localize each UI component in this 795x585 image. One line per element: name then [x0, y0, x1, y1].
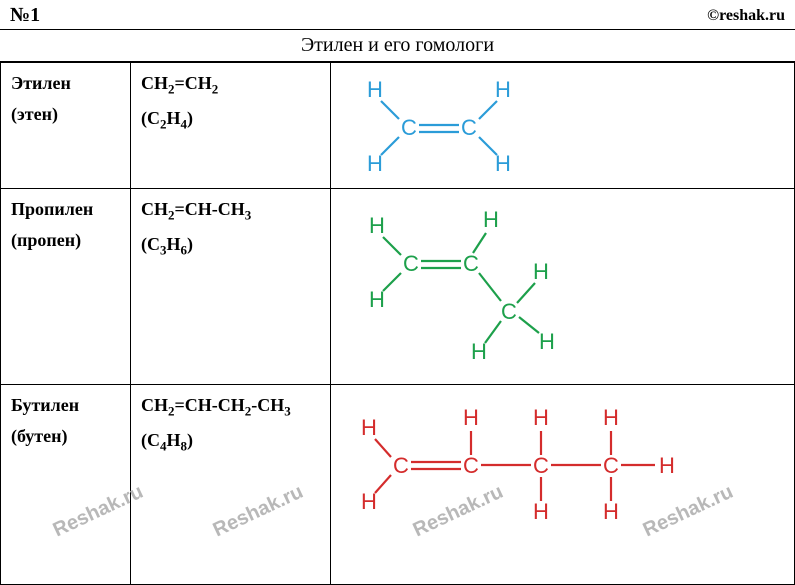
svg-text:H: H [483, 207, 499, 232]
compound-alt-name: (бутен) [11, 426, 120, 447]
propylene-diagram: C C H H H C H H H [341, 199, 601, 374]
structural-formula: CH2=CH-CH2-CH3 [141, 395, 320, 420]
formula-cell: CH2=CH-CH3 (C3H6) [131, 189, 331, 385]
diagram-cell: C C H H H C H H H [331, 189, 795, 385]
molecular-formula: (C3H6) [141, 234, 320, 259]
homolog-table: Этилен (этен) CH2=CH2 (C2H4) C C H H H [0, 62, 795, 585]
svg-text:H: H [539, 329, 555, 354]
svg-text:H: H [361, 415, 377, 440]
svg-text:H: H [369, 287, 385, 312]
svg-text:H: H [533, 405, 549, 430]
svg-text:C: C [461, 115, 477, 140]
svg-text:C: C [533, 453, 549, 478]
compound-name-cell: Этилен (этен) [1, 63, 131, 189]
svg-text:H: H [367, 151, 383, 176]
svg-text:H: H [361, 489, 377, 514]
svg-text:C: C [603, 453, 619, 478]
compound-alt-name: (этен) [11, 104, 120, 125]
compound-name-cell: Бутилен (бутен) [1, 385, 131, 585]
structural-formula: CH2=CH-CH3 [141, 199, 320, 224]
compound-name-cell: Пропилен (пропен) [1, 189, 131, 385]
svg-text:H: H [495, 77, 511, 102]
structural-formula: CH2=CH2 [141, 73, 320, 98]
molecular-formula: (C2H4) [141, 108, 320, 133]
svg-text:C: C [463, 453, 479, 478]
svg-text:H: H [495, 151, 511, 176]
formula-cell: CH2=CH2 (C2H4) [131, 63, 331, 189]
compound-name: Этилен [11, 73, 120, 94]
svg-text:C: C [401, 115, 417, 140]
svg-text:H: H [463, 405, 479, 430]
svg-text:C: C [393, 453, 409, 478]
svg-text:H: H [533, 499, 549, 524]
table-row: Бутилен (бутен) CH2=CH-CH2-CH3 (C4H8) C … [1, 385, 795, 585]
svg-text:H: H [659, 453, 675, 478]
compound-alt-name: (пропен) [11, 230, 120, 251]
ethylene-diagram: C C H H H H [341, 73, 541, 178]
problem-number: №1 [10, 4, 40, 27]
diagram-cell: C C H H H H [331, 63, 795, 189]
svg-text:H: H [603, 405, 619, 430]
compound-name: Пропилен [11, 199, 120, 220]
butylene-diagram: C C C C H H H H H [341, 395, 691, 535]
svg-text:C: C [501, 299, 517, 324]
svg-text:H: H [367, 77, 383, 102]
svg-text:C: C [403, 251, 419, 276]
diagram-cell: C C C C H H H H H [331, 385, 795, 585]
molecular-formula: (C4H8) [141, 430, 320, 455]
formula-cell: CH2=CH-CH2-CH3 (C4H8) [131, 385, 331, 585]
svg-text:H: H [603, 499, 619, 524]
copyright-text: ©reshak.ru [707, 7, 785, 25]
svg-text:C: C [463, 251, 479, 276]
page-title: Этилен и его гомологи [0, 30, 795, 62]
table-row: Пропилен (пропен) CH2=CH-CH3 (C3H6) C C … [1, 189, 795, 385]
svg-text:H: H [369, 213, 385, 238]
compound-name: Бутилен [11, 395, 120, 416]
svg-text:H: H [533, 259, 549, 284]
header-bar: №1 ©reshak.ru [0, 0, 795, 30]
table-row: Этилен (этен) CH2=CH2 (C2H4) C C H H H [1, 63, 795, 189]
svg-text:H: H [471, 339, 487, 364]
